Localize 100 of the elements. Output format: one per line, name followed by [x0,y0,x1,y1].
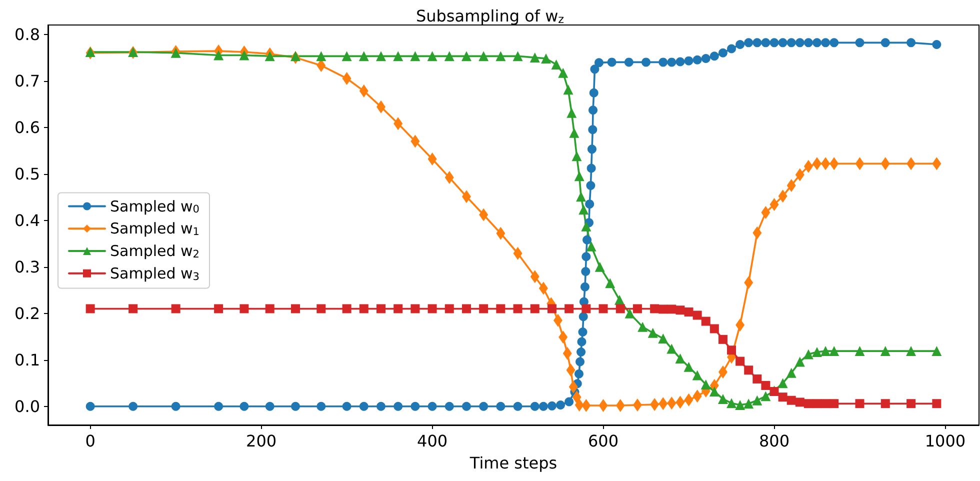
point [932,399,942,408]
y-tick-label: 0.0 [14,396,40,416]
point [786,178,796,192]
point [428,152,437,166]
point [444,304,454,314]
point [359,84,368,98]
point [598,304,608,314]
point [736,356,745,366]
point [572,390,582,404]
point [479,208,488,222]
point [880,157,890,170]
point [566,364,576,377]
point [710,324,719,334]
point [821,399,830,408]
point [428,304,437,314]
point [684,393,694,406]
point [795,398,804,407]
point [562,346,572,360]
point [778,392,788,402]
point [462,190,471,204]
x-tick-label: 200 [246,432,277,450]
point [718,334,728,344]
point [410,304,420,314]
x-tick-label: 1000 [924,432,966,450]
point [752,226,762,240]
point [598,398,608,412]
point [830,399,839,408]
point [574,398,584,412]
point [290,304,300,314]
point [553,314,562,327]
point [676,396,685,409]
point [128,304,138,314]
point [855,399,864,408]
point [736,318,745,332]
point [778,190,788,203]
point [410,134,420,148]
point [616,398,625,412]
point [812,157,822,170]
y-tick-label: 0.3 [14,257,40,276]
point [359,304,368,314]
point [444,171,454,184]
x-tick-label: 600 [588,432,619,450]
point [932,157,942,170]
point [692,310,702,320]
point [496,226,506,240]
point [316,304,326,314]
point [265,304,274,314]
legend-label: Sampled w3 [110,264,200,283]
point [616,304,625,314]
point [568,380,578,394]
point [171,304,180,314]
point [582,304,591,314]
point [830,157,839,170]
point [812,399,822,408]
point [786,396,796,405]
point [632,304,642,314]
point [650,398,660,412]
y-tick-label: 0.2 [14,304,40,323]
point [376,100,386,114]
point [855,157,864,170]
point [752,374,762,384]
point [650,304,660,314]
point [906,399,916,408]
point [667,304,676,314]
point [718,365,728,378]
point [906,157,916,170]
point [530,270,540,284]
point [632,398,642,412]
point [558,330,568,344]
point [342,304,352,314]
legend-label: Sampled w2 [110,242,200,260]
x-tick-label: 400 [417,432,448,450]
point [744,276,754,290]
x-tick-label: 0 [85,432,96,450]
point [342,72,352,85]
point [676,306,685,315]
legend-label: Sampled w1 [110,220,200,238]
point [564,304,574,314]
x-tick-label: 800 [758,432,790,450]
point [376,304,386,314]
x-axis-title: Time steps [468,454,558,472]
point [394,117,403,130]
point [240,304,249,314]
point [496,304,506,314]
point [214,304,224,314]
point [479,304,488,314]
y-tick-label: 0.8 [14,24,40,44]
point [795,168,804,182]
y-tick-label: 0.4 [14,210,40,230]
point [692,390,702,403]
point [770,198,779,212]
point [394,304,403,314]
point [513,246,522,260]
point [582,398,591,412]
point [684,307,694,316]
point [462,304,471,314]
point [761,206,770,219]
point [658,304,668,314]
y-tick-label: 0.6 [14,118,40,137]
point [701,316,710,326]
